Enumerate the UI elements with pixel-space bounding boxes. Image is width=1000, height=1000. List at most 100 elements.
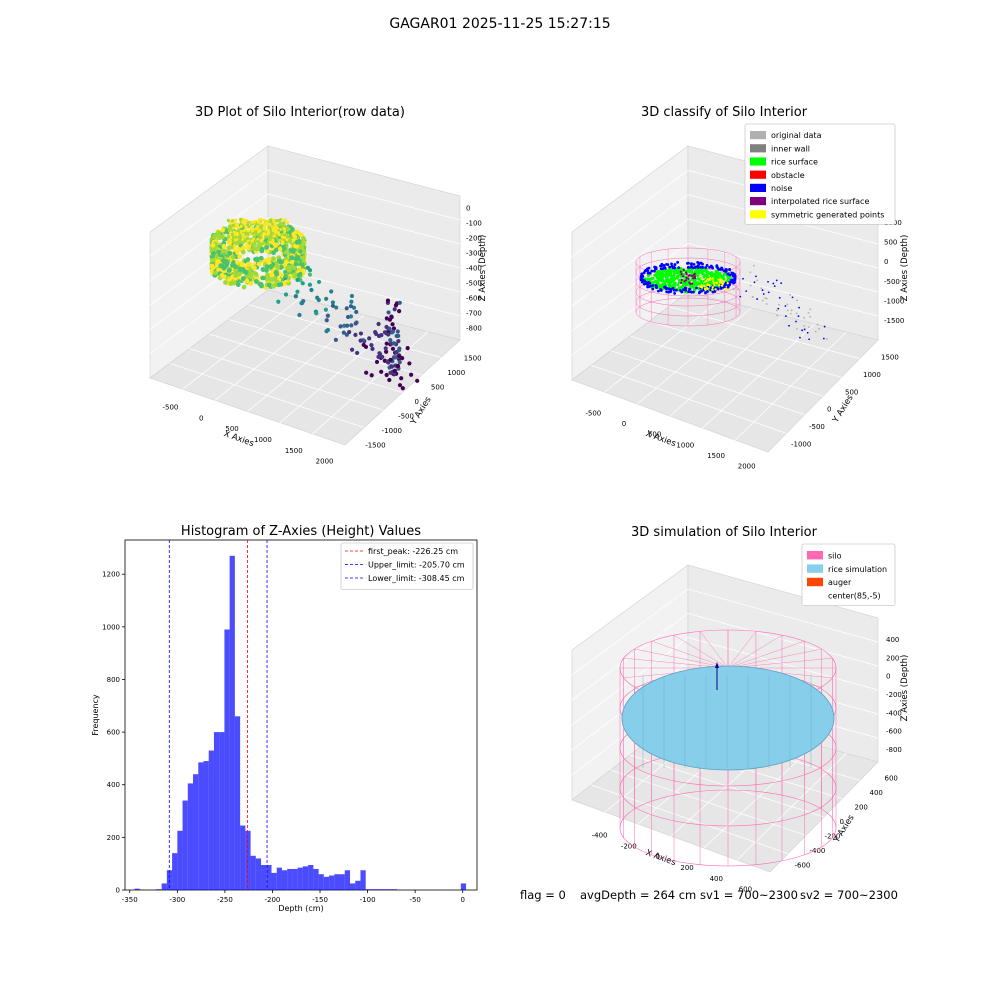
outlier-point	[798, 306, 801, 309]
data-point	[265, 257, 271, 263]
data-point	[291, 265, 297, 271]
symmetric-point	[711, 288, 714, 291]
data-point	[407, 361, 412, 366]
legend-label: inner wall	[771, 144, 810, 153]
histogram-bar	[339, 874, 345, 890]
histogram-bar	[292, 868, 298, 890]
data-point	[282, 227, 286, 231]
histogram-bar	[287, 868, 293, 890]
data-point	[252, 235, 256, 239]
rice-surface-point	[661, 282, 665, 286]
data-point	[228, 238, 232, 243]
z-tick-label: -600	[886, 728, 902, 736]
data-point	[376, 333, 382, 339]
symmetric-point	[718, 284, 721, 287]
data-point	[231, 223, 236, 227]
outlier-point	[773, 285, 776, 288]
noise-point	[696, 260, 700, 264]
noise-point	[677, 266, 681, 269]
data-point	[394, 333, 399, 339]
y-tick-label: 1200	[102, 571, 120, 579]
footer-avg-depth: avgDepth = 264 cm	[580, 888, 697, 902]
data-point	[393, 355, 399, 360]
rice-surface-point	[685, 281, 689, 285]
data-point	[259, 246, 265, 252]
symmetric-point	[700, 286, 704, 289]
outlier-point	[745, 290, 748, 293]
data-point	[271, 238, 275, 242]
silo-roof-rib	[727, 640, 805, 669]
outlier-point	[809, 315, 812, 318]
data-point	[273, 221, 277, 226]
data-point	[253, 242, 257, 247]
x-tick-label: -250	[217, 896, 233, 904]
data-point	[355, 350, 360, 356]
data-point	[253, 239, 258, 243]
histogram-bar	[302, 866, 309, 890]
data-point	[283, 249, 289, 255]
x-tick-label: 500	[225, 425, 238, 433]
y-tick-label: -500	[398, 413, 414, 421]
data-point	[264, 248, 270, 254]
data-point	[231, 260, 237, 265]
rice-surface-point	[661, 274, 665, 278]
symmetric-point	[711, 280, 715, 283]
data-point	[388, 338, 393, 343]
outlier-point	[808, 326, 810, 329]
panel-histogram: -350 -300 -250 -200 -150 -100 -50 0 0 200 400 600 80…	[91, 524, 478, 913]
grid-line	[571, 194, 689, 282]
interpolated-point	[683, 280, 686, 283]
data-point	[225, 272, 231, 278]
rice-surface-point	[697, 271, 701, 275]
noise-point	[728, 268, 732, 272]
symmetric-point	[722, 280, 726, 284]
noise-point	[641, 278, 645, 282]
noise-point	[660, 264, 664, 268]
outlier-point	[732, 288, 735, 291]
noise-point	[690, 290, 693, 294]
data-point	[237, 235, 241, 239]
data-point	[239, 262, 245, 268]
x-tick-label: -50	[409, 896, 420, 904]
data-point	[227, 276, 232, 282]
z-tick-label: -200	[466, 235, 482, 243]
outlier-point	[778, 296, 781, 299]
histogram-bar	[203, 761, 209, 890]
data-point	[246, 229, 250, 233]
symmetric-point	[726, 281, 729, 285]
x-tick-label: 1500	[285, 447, 303, 455]
histogram-bar	[329, 875, 335, 890]
grid-line	[571, 243, 689, 331]
symmetric-point	[715, 281, 719, 285]
noise-point	[659, 289, 663, 292]
data-point	[288, 248, 293, 253]
data-point	[244, 218, 248, 223]
legend-label: first_peak: -226.25 cm	[368, 547, 458, 556]
grid-line	[571, 637, 689, 726]
x-tick-label: -500	[585, 409, 601, 417]
outlier-point	[755, 275, 757, 278]
noise-point	[686, 266, 690, 269]
data-point	[388, 370, 393, 375]
data-point	[285, 228, 289, 232]
outlier-point	[797, 315, 800, 318]
data-point	[220, 227, 226, 233]
data-point	[217, 235, 222, 240]
data-point	[286, 235, 290, 239]
y-tick-label: -1000	[382, 427, 402, 435]
y-tick-label: -1000	[791, 440, 811, 448]
histogram-bar	[370, 889, 377, 890]
grid-line	[149, 241, 269, 330]
noise-point	[729, 280, 732, 284]
x-tick-label: 400	[710, 875, 723, 883]
rice-surface-point	[654, 279, 658, 283]
data-point	[289, 259, 295, 265]
noise-point	[704, 266, 707, 270]
outlier-point	[795, 312, 798, 315]
noise-point	[673, 263, 677, 267]
rice-surface-point	[667, 268, 671, 272]
outlier-point	[791, 296, 794, 299]
rice-surface-point	[664, 269, 668, 273]
outlier-point	[726, 272, 729, 275]
histogram-bar	[161, 883, 167, 890]
